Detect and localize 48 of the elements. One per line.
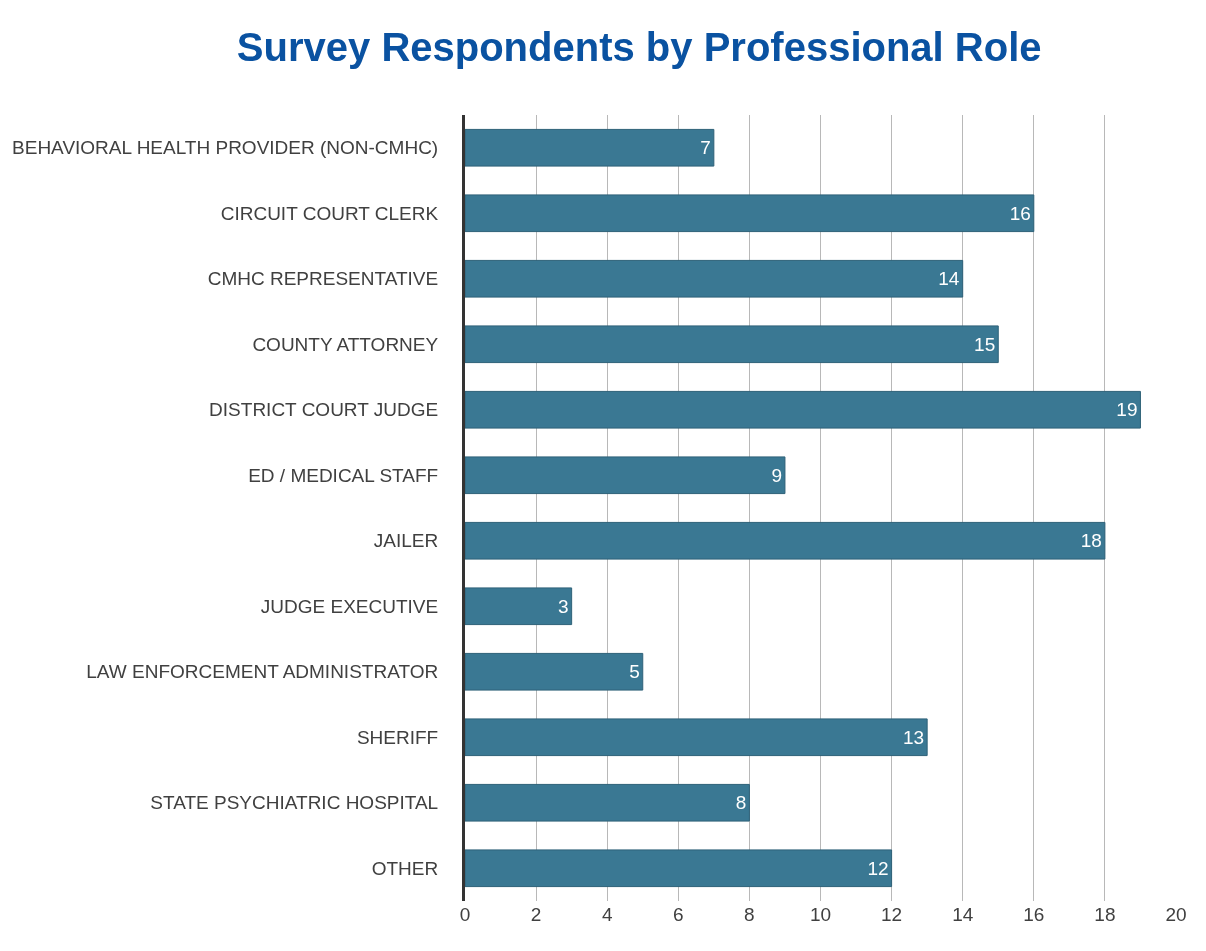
bar	[465, 194, 1035, 233]
data-label: 15	[974, 333, 996, 355]
x-tick-label: 4	[601, 904, 613, 925]
bar	[465, 390, 1141, 429]
data-label: 3	[558, 595, 569, 617]
y-tick-label: SHERIFF	[356, 726, 439, 748]
data-label: 18	[1080, 530, 1102, 552]
data-label: 8	[735, 792, 747, 814]
bar	[465, 783, 750, 822]
x-tick-label: 12	[881, 904, 903, 925]
data-label: 14	[938, 268, 960, 290]
y-tick-label: OTHER	[371, 857, 439, 879]
y-tick-label: BEHAVIORAL HEALTH PROVIDER (NON-CMHC)	[12, 137, 439, 159]
x-tick-label: 20	[1165, 904, 1187, 925]
x-tick-label: 10	[809, 904, 832, 925]
bar	[465, 521, 1106, 560]
y-tick-label: JUDGE EXECUTIVE	[260, 595, 439, 617]
bar	[465, 259, 964, 298]
bar	[465, 325, 999, 364]
chart-title: Survey Respondents by Professional Role	[236, 25, 1042, 70]
x-tick-label: 0	[459, 904, 471, 925]
bar	[465, 652, 644, 691]
data-label: 9	[771, 464, 782, 486]
data-label: 12	[867, 857, 889, 879]
y-tick-label: COUNTY ATTORNEY	[252, 333, 439, 355]
data-label: 5	[629, 661, 640, 683]
data-label: 16	[1009, 202, 1031, 224]
y-tick-label: ED / MEDICAL STAFF	[248, 464, 439, 486]
bar	[465, 128, 715, 167]
x-tick-label: 18	[1094, 904, 1116, 925]
y-tick-label: CIRCUIT COURT CLERK	[220, 202, 439, 224]
bar	[465, 456, 786, 495]
data-label: 7	[700, 137, 711, 159]
x-tick-label: 8	[744, 904, 755, 925]
y-tick-label: CMHC REPRESENTATIVE	[207, 268, 439, 290]
y-tick-label: JAILER	[373, 530, 439, 552]
bar	[465, 718, 928, 757]
bar	[465, 587, 573, 626]
x-tick-label: 14	[952, 904, 974, 925]
y-tick-label: DISTRICT COURT JUDGE	[209, 399, 439, 421]
y-tick-label: STATE PSYCHIATRIC HOSPITAL	[150, 792, 439, 814]
x-tick-label: 16	[1023, 904, 1045, 925]
x-tick-label: 6	[673, 904, 684, 925]
data-label: 19	[1116, 399, 1138, 421]
y-tick-label: LAW ENFORCEMENT ADMINISTRATOR	[86, 661, 439, 683]
x-tick-label: 2	[530, 904, 542, 925]
data-label: 13	[903, 726, 925, 748]
bar	[465, 849, 893, 888]
